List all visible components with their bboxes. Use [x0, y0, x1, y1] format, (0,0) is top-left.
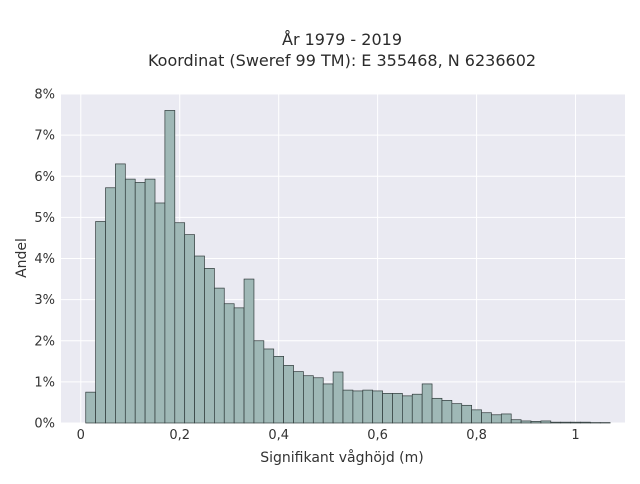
y-tick-label: 8%	[34, 88, 55, 103]
histogram-bar	[422, 384, 432, 423]
histogram-bar	[155, 203, 165, 423]
x-tick-label: 0	[77, 428, 85, 443]
histogram-bar	[185, 235, 195, 423]
histogram-bar	[373, 391, 383, 423]
y-tick-label: 3%	[34, 293, 55, 308]
histogram-bar	[561, 422, 571, 423]
histogram-bar	[551, 422, 561, 423]
histogram-bar	[224, 304, 234, 423]
y-tick-label: 4%	[34, 252, 55, 267]
histogram-bar	[135, 182, 145, 423]
histogram-bar	[531, 421, 541, 423]
y-tick-label: 1%	[34, 375, 55, 390]
y-tick-labels: 0% 1% 2% 3% 4% 5% 6% 7% 8%	[34, 88, 55, 432]
histogram-bar	[501, 414, 511, 423]
x-tick-label: 0,2	[169, 428, 190, 443]
chart-title-line-1: År 1979 - 2019	[282, 30, 402, 49]
histogram-bar	[214, 288, 224, 423]
histogram-bar	[204, 268, 214, 423]
histogram-bar	[442, 400, 452, 423]
histogram-bar	[521, 421, 531, 423]
histogram-bar	[106, 188, 116, 423]
y-tick-label: 6%	[34, 170, 55, 185]
histogram-bar	[472, 410, 482, 423]
histogram-bar	[363, 390, 373, 423]
x-tick-labels: 0 0,2 0,4 0,6 0,8 1	[77, 428, 580, 443]
y-tick-label: 0%	[34, 417, 55, 432]
histogram-bar	[244, 279, 254, 423]
y-tick-label: 5%	[34, 211, 55, 226]
histogram-bar	[323, 384, 333, 423]
histogram-bar	[294, 372, 304, 423]
x-tick-label: 0,8	[466, 428, 487, 443]
histogram-bar	[264, 349, 274, 423]
histogram-bar	[412, 394, 422, 423]
x-tick-label: 0,4	[268, 428, 289, 443]
histogram-bar	[234, 308, 244, 423]
y-axis-label: Andel	[14, 238, 30, 278]
histogram-bar	[491, 415, 501, 423]
histogram-bar	[86, 392, 96, 423]
y-tick-label: 2%	[34, 334, 55, 349]
histogram-bar	[392, 393, 402, 423]
histogram-bar	[462, 405, 472, 423]
histogram-bar	[541, 421, 551, 423]
histogram-bar	[402, 396, 412, 423]
histogram-bar	[313, 378, 323, 423]
histogram-bar	[115, 164, 125, 423]
histogram-bar	[96, 221, 106, 423]
histogram-bar	[343, 390, 353, 423]
histogram-bar	[353, 391, 363, 423]
histogram-bar	[333, 372, 343, 423]
x-tick-label: 1	[571, 428, 579, 443]
histogram-bar	[511, 420, 521, 423]
histogram-bar	[175, 223, 185, 423]
histogram-bar	[432, 398, 442, 423]
histogram-bar	[195, 256, 205, 423]
histogram-bar	[482, 413, 492, 423]
histogram-bar	[274, 356, 284, 423]
histogram-bar	[145, 179, 155, 423]
histogram-bar	[452, 404, 462, 423]
histogram-bar	[580, 422, 590, 423]
histogram-bar	[284, 365, 294, 423]
histogram-bar	[571, 422, 581, 423]
histogram-bar	[125, 179, 135, 423]
x-axis-label: Signifikant våghöjd (m)	[260, 449, 423, 466]
x-tick-label: 0,6	[367, 428, 388, 443]
histogram-bar	[303, 376, 313, 423]
y-tick-label: 7%	[34, 129, 55, 144]
chart-title-line-2: Koordinat (Sweref 99 TM): E 355468, N 62…	[148, 51, 536, 70]
histogram-bar	[254, 341, 264, 423]
histogram-bar	[383, 393, 393, 423]
histogram-bar	[165, 110, 175, 423]
